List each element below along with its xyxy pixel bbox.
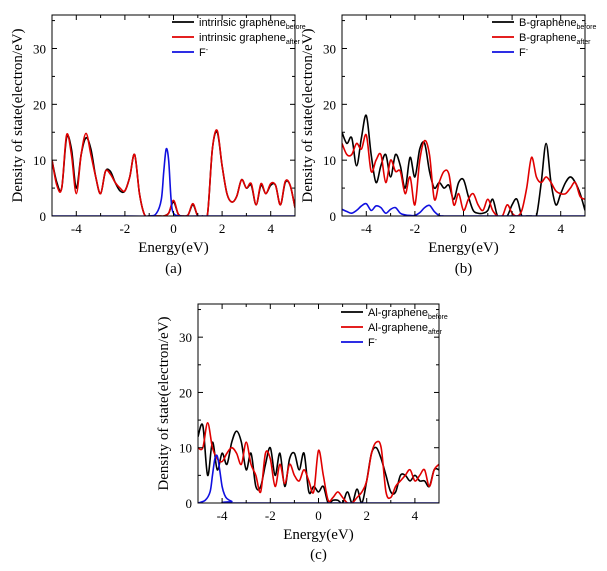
- x-tick-label: -2: [119, 221, 130, 236]
- series-line-before: [198, 423, 439, 503]
- dos-panel-3: -4 -2 0 2 4 0 10 20 30 Energy(eV) Density of state…: [156, 303, 448, 563]
- series-line-before: [342, 114, 585, 216]
- y-tick-label: 10: [179, 441, 192, 456]
- dos-panel-1: -4 -2 0 2 4 0 10 20 30 Energy(eV) Density of state…: [10, 14, 306, 277]
- legend-entry-before: Al-graphenebefore: [368, 307, 448, 321]
- y-tick-label: 30: [323, 42, 336, 57]
- legend-entry-after: B-grapheneafter: [519, 32, 591, 46]
- x-tick-label: 4: [557, 221, 564, 236]
- y-tick-label: 0: [330, 209, 337, 224]
- y-axis-label: Density of state(electron/eV): [10, 28, 26, 202]
- y-tick-label: 20: [179, 385, 192, 400]
- series-line-fluorine: [52, 147, 295, 216]
- y-axis-label: Density of state(electron/eV): [156, 316, 172, 490]
- series-group: [198, 422, 439, 503]
- y-tick-label: 0: [40, 209, 47, 224]
- legend-entry-after: Al-grapheneafter: [368, 322, 443, 336]
- y-tick-label: 30: [179, 330, 192, 345]
- x-tick-label: -4: [361, 221, 372, 236]
- y-tick-label: 30: [33, 42, 46, 57]
- y-tick-label: 10: [323, 153, 336, 168]
- panel-label: (c): [310, 547, 327, 563]
- y-tick-label: 20: [323, 97, 336, 112]
- x-tick-label: 0: [315, 508, 322, 523]
- x-tick-label: -4: [217, 508, 228, 523]
- x-tick-label: -4: [71, 221, 82, 236]
- dos-panel-2: -4 -2 0 2 4 0 10 20 30 Energy(eV) Density of state…: [300, 14, 596, 277]
- x-axis-label: Energy(eV): [428, 240, 499, 256]
- plot-frame: [51, 14, 296, 217]
- x-tick-label: 2: [363, 508, 370, 523]
- y-tick-label: 10: [33, 153, 46, 168]
- x-tick-label: 4: [412, 508, 419, 523]
- series-line-after: [198, 422, 439, 503]
- legend-entry-fluorine: F-: [199, 47, 209, 59]
- y-axis-label: Density of state(electron/eV): [300, 28, 316, 202]
- x-tick-label: 0: [460, 221, 467, 236]
- legend-entry-fluorine: F-: [519, 47, 529, 59]
- x-tick-label: -2: [409, 221, 420, 236]
- panel-label: (a): [165, 261, 182, 277]
- x-axis-label: Energy(eV): [138, 240, 209, 256]
- plot-frame: [341, 14, 586, 217]
- y-tick-label: 20: [33, 97, 46, 112]
- x-tick-label: 2: [509, 221, 516, 236]
- x-axis-label: Energy(eV): [283, 527, 354, 543]
- x-tick-label: 0: [170, 221, 177, 236]
- y-tick-label: 0: [186, 496, 193, 511]
- x-tick-label: 2: [219, 221, 226, 236]
- series-line-after: [342, 133, 585, 216]
- legend-entry-fluorine: F-: [368, 337, 378, 349]
- legend-entry-before: intrinsic graphenebefore: [199, 17, 306, 31]
- x-tick-label: -2: [265, 508, 276, 523]
- series-line-after: [52, 129, 295, 216]
- series-group: [52, 129, 295, 216]
- x-tick-label: 4: [267, 221, 274, 236]
- legend-entry-before: B-graphenebefore: [519, 17, 596, 31]
- legend-entry-after: intrinsic grapheneafter: [199, 32, 301, 46]
- series-group: [342, 114, 585, 216]
- panel-label: (b): [455, 261, 473, 277]
